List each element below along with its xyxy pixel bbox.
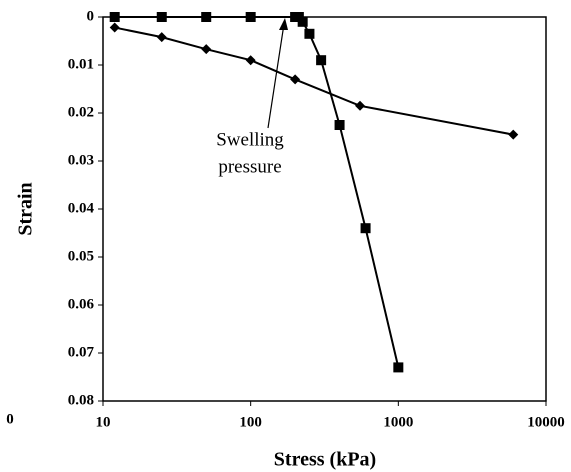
x-tick-label: 100: [239, 414, 262, 430]
annotation-arrow: [267, 23, 285, 129]
y-tick-label: 0.04: [68, 200, 95, 216]
x-axis-title: Stress (kPa): [274, 449, 376, 471]
stray-label: 0: [6, 411, 14, 427]
annotation: pressure: [218, 156, 281, 177]
y-axis-title: Strain: [15, 182, 37, 235]
y-tick-label: 0: [87, 8, 95, 24]
marker: [304, 28, 315, 39]
marker: [109, 22, 120, 33]
y-tick-label: 0.01: [68, 56, 94, 72]
marker: [201, 12, 212, 22]
y-tick-label: 0.07: [68, 344, 95, 360]
marker: [508, 129, 519, 140]
series-line: [114, 16, 400, 368]
x-tick-label: 10: [96, 414, 111, 430]
marker: [201, 44, 212, 55]
annotation: Swelling: [216, 129, 284, 150]
y-tick-label: 0.06: [68, 296, 95, 312]
marker: [393, 362, 404, 373]
marker: [354, 100, 365, 111]
arrow-head: [279, 18, 288, 30]
marker: [360, 223, 371, 234]
y-tick-label: 0.02: [68, 104, 94, 120]
marker: [334, 120, 345, 130]
marker: [297, 16, 308, 27]
marker: [316, 55, 327, 66]
marker: [245, 12, 256, 22]
marker: [290, 74, 301, 85]
marker: [156, 12, 167, 22]
y-tick-label: 0.03: [68, 152, 94, 168]
marker: [156, 32, 167, 43]
marker: [109, 12, 120, 22]
x-tick-label: 10000: [527, 414, 565, 430]
x-tick-label: 1000: [383, 414, 413, 430]
y-tick-label: 0.05: [68, 248, 94, 264]
y-tick-label: 0.08: [68, 392, 94, 408]
marker: [245, 55, 256, 66]
